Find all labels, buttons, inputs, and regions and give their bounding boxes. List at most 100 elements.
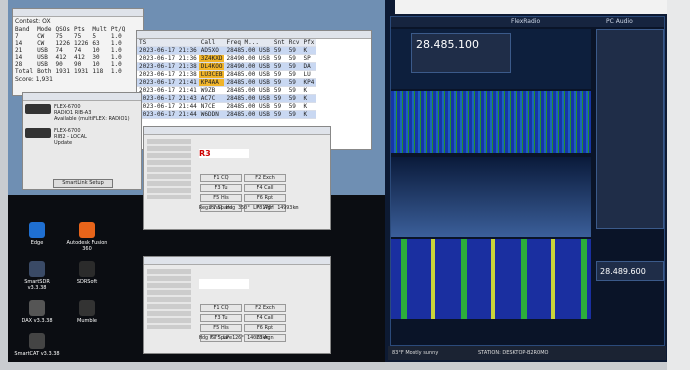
function-key[interactable]: F4 Call	[244, 184, 286, 192]
contest-title: Contest: OX	[15, 18, 51, 25]
desktop-icon[interactable]: Autodesk Fusion 360	[64, 222, 110, 257]
slice-b[interactable]: 28.489.600	[596, 261, 664, 281]
cell: SP	[301, 54, 317, 63]
cell: 75	[73, 33, 82, 40]
function-key[interactable]: F7 Spare	[200, 204, 242, 212]
cell: USB	[37, 61, 48, 68]
column-header: Pt/Q	[110, 26, 126, 33]
smartlink-button[interactable]: SmartLink Setup	[53, 179, 113, 188]
frequency: 28.485.100	[416, 38, 479, 51]
log-row: 2023-06-17 21:36 AD5XO 28485.00 USB 59 59 K	[137, 46, 317, 55]
icon-image	[29, 300, 45, 316]
cw-window: F1 CQ F2 ExchF3 Tu F4 CallF5 His F6 RptF7 S…	[143, 256, 331, 354]
desktop-icons: Edge Autodesk Fusion 360 SmartSDR v3.3.38 S…	[14, 222, 134, 362]
function-key[interactable]: F3 Tu	[200, 314, 242, 322]
desktop-icon[interactable]: SmartSDR v3.3.38	[14, 261, 60, 296]
cell: 59	[271, 62, 287, 71]
cell: 2023-06-17 21:38	[137, 62, 199, 71]
icon-image	[29, 222, 45, 238]
cell: DA	[301, 62, 317, 71]
cell: 59	[271, 46, 287, 55]
radio-info: FLEX-6700 RADIO1 RIB-A3 Available (multiFL…	[54, 104, 130, 122]
cell: 30	[92, 54, 100, 61]
function-key[interactable]: F5 His	[200, 324, 242, 332]
cell: 75	[55, 33, 63, 40]
cell: 1.0	[110, 61, 122, 68]
cell: LU	[301, 70, 317, 79]
cell: 28485.00 USB	[224, 94, 272, 103]
cell: LU3CEB	[198, 70, 225, 79]
wall	[667, 0, 690, 370]
radio-status: Available (multiFLEX: RADIO1)	[54, 116, 130, 122]
desktop-icon[interactable]: DAX v3.3.38	[14, 300, 60, 329]
cell: 1.0	[110, 40, 122, 47]
cell: K	[301, 102, 317, 111]
cell: 28485.00 USB	[224, 78, 272, 87]
column-header: Pfx	[301, 39, 317, 47]
function-key[interactable]: F8 Agn	[244, 334, 286, 342]
function-key[interactable]: F5 His	[200, 194, 242, 202]
function-key[interactable]: F2 Exch	[244, 304, 286, 312]
function-key[interactable]: F6 Rpt	[244, 194, 286, 202]
function-key[interactable]: F1 CQ	[200, 304, 242, 312]
cell: K	[301, 46, 317, 55]
cell: 2023-06-17 21:38	[137, 70, 199, 79]
icon-label: SmartCAT v3.3.38	[14, 351, 60, 357]
function-key[interactable]: F2 Exch	[244, 174, 286, 182]
audio-label: PC Audio	[606, 18, 633, 25]
log-row: 2023-06-17 21:38 DL4KOO 28490.00 USB 59 59 DA	[137, 62, 317, 71]
radio-name: RIB2 - LOCAL	[54, 134, 87, 140]
cell: 28490.00 USB	[224, 62, 272, 71]
icon-label: Mumble	[77, 318, 97, 324]
cell: 412	[55, 54, 67, 61]
cell: 1931	[55, 68, 70, 75]
taskbar: 83°F Mostly sunny STATION: DESKTOP-B2R0M…	[388, 346, 666, 360]
radio-icon	[25, 128, 51, 138]
cell: 59	[271, 86, 287, 95]
flexradio-window: FlexRadio PC Audio 28.485.100 28.489.600	[390, 16, 665, 346]
icon-image	[29, 333, 45, 349]
control-panel[interactable]	[596, 29, 664, 229]
waterfall	[391, 91, 591, 153]
cell: N7CE	[198, 102, 225, 111]
desktop-icon[interactable]: SmartCAT v3.3.38	[14, 333, 60, 362]
desktop-icon[interactable]: SDRSoft	[64, 261, 110, 296]
slice-a[interactable]: 28.485.100	[411, 33, 511, 73]
function-key[interactable]: F4 Call	[244, 314, 286, 322]
spectrum	[391, 157, 591, 237]
app-title: FlexRadio	[511, 18, 541, 25]
desktop-icon[interactable]: Mumble	[64, 300, 110, 329]
cell: W9ZB	[198, 86, 225, 95]
cell: 74	[73, 47, 82, 54]
cell: 1.0	[110, 47, 122, 54]
title-bar: FlexRadio PC Audio	[391, 17, 664, 27]
cell: KP4AA	[198, 78, 225, 87]
cell: 74	[55, 47, 63, 54]
icon-image	[29, 261, 45, 277]
cell: 1226	[55, 40, 70, 47]
function-key[interactable]: F1 CQ	[200, 174, 242, 182]
desktop-icon[interactable]: Edge	[14, 222, 60, 257]
icon-label: SmartSDR v3.3.38	[24, 279, 50, 291]
cell: 59	[286, 78, 302, 87]
summary-row: 14 USB 412 412 30 1.0	[13, 54, 127, 61]
cell: 2023-06-17 21:41	[137, 78, 199, 87]
radio-icon	[25, 104, 51, 114]
cell: 3Z4KXD	[198, 54, 225, 63]
function-key[interactable]: F8 Agn	[244, 204, 286, 212]
radio-info: FLEX-6700 RIB2 - LOCAL Update	[54, 128, 87, 146]
cell: 28485.00 USB	[224, 86, 272, 95]
log-table: TS Call Freq M... Snt Rcv Pfx 2023-06-17 21:36…	[137, 39, 317, 119]
cell: 10	[92, 61, 100, 68]
status-line: Regional Hdg 350° LP 170° 14993km	[199, 205, 299, 211]
cell: 7	[15, 33, 19, 40]
cell: AC7C	[198, 94, 225, 103]
key-grid	[147, 139, 191, 199]
column-header: Pts	[73, 26, 85, 33]
function-key[interactable]: F6 Rpt	[244, 324, 286, 332]
icon-label: SDRSoft	[76, 279, 98, 285]
function-key[interactable]: F3 Tu	[200, 184, 242, 192]
cell: CW	[37, 40, 45, 47]
function-key[interactable]: F7 Spare	[200, 334, 242, 342]
function-keys: F1 CQ F2 ExchF3 Tu F4 CallF5 His F6 RptF7 S…	[199, 173, 329, 213]
